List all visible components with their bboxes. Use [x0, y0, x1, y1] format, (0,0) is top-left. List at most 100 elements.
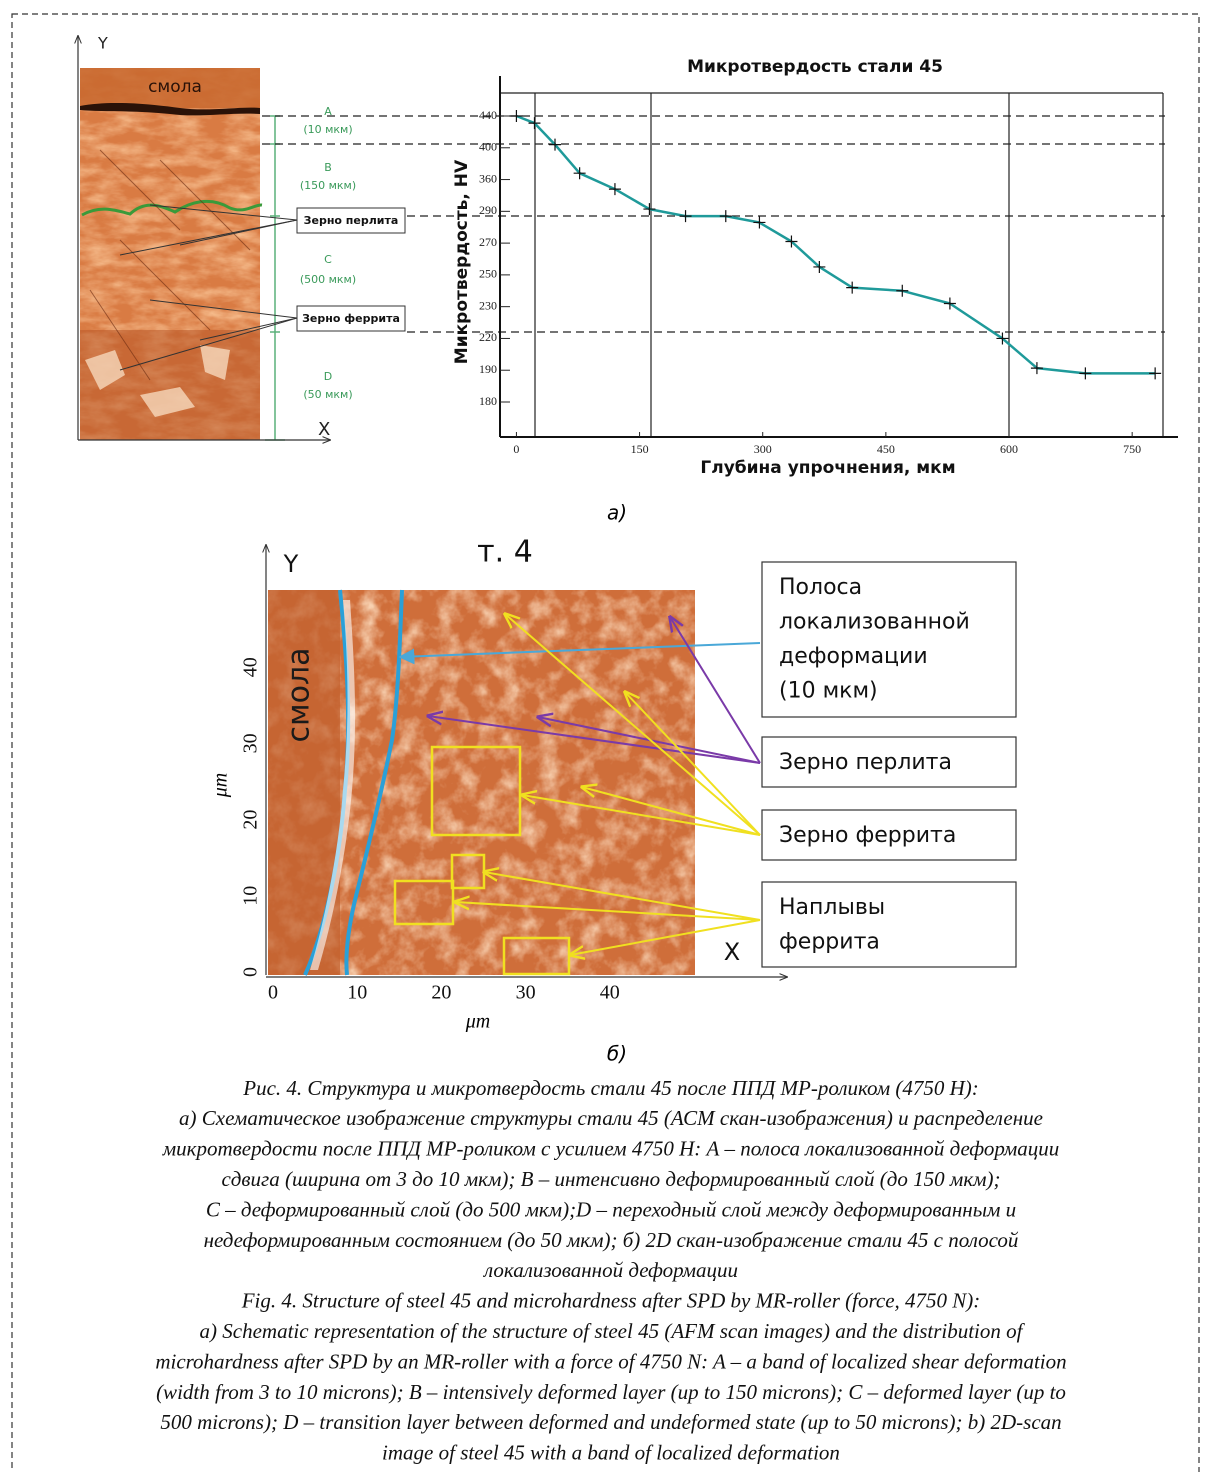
y-tick-label: 290 [479, 203, 497, 217]
caption-line: а) Схематическое изображение структуры с… [179, 1106, 1043, 1130]
x-axis-label: Глубина упрочнения, мкм [700, 458, 955, 478]
series-line [515, 114, 1156, 375]
point-marker [753, 216, 766, 229]
point-marker [1030, 362, 1043, 375]
x-tick-label: 20 [431, 982, 451, 1004]
point-marker [510, 110, 523, 122]
chart: Микротвердость стали 45 Глубина упрочнени… [452, 57, 1162, 478]
point-marker [943, 297, 956, 310]
y-tick-label: 30 [240, 733, 262, 753]
caption-line: локализованной деформации [483, 1258, 738, 1282]
x-tick-label: 30 [516, 982, 536, 1004]
callout-label: деформации [779, 644, 928, 669]
point-marker [785, 235, 798, 248]
x-tick-label: 0 [513, 442, 519, 456]
y-tick-label: 0 [240, 967, 262, 977]
caption-line: a) Schematic representation of the struc… [200, 1319, 1026, 1343]
point-marker [679, 210, 692, 223]
axis-letter: X [318, 419, 330, 440]
x-tick-label: 300 [754, 442, 772, 456]
x-tick-label: 10 [347, 982, 367, 1004]
callout-label: локализованной [779, 610, 970, 635]
caption-line: С – деформированный слой (до 500 мкм);D … [206, 1197, 1016, 1221]
y-tick-label: 400 [479, 140, 497, 154]
zone-guides [262, 115, 1165, 333]
point-marker [719, 210, 732, 223]
y-tick-label: 440 [479, 108, 497, 122]
axes-arrows [78, 36, 330, 440]
scan-title: т. 4 [477, 535, 533, 570]
axis-letter: Y [283, 550, 299, 578]
y-tick-label: 40 [240, 657, 262, 677]
caption-line: 500 microns); D – transition layer betwe… [160, 1410, 1061, 1434]
callout-label: Зерно перлита [779, 750, 952, 775]
y-tick-label: 220 [479, 330, 497, 344]
caption-line: Рис. 4. Структура и микротвердость стали… [242, 1076, 979, 1100]
y-tick-label: 360 [479, 171, 497, 185]
axis-letter: Y [97, 34, 108, 53]
callout-label: Полоса [779, 575, 862, 600]
zone-size: (50 мкм) [303, 388, 352, 401]
unit-label: μm [465, 1011, 490, 1033]
resin-label: смола [282, 647, 317, 742]
zone-size: (500 мкм) [300, 273, 356, 286]
callout-label: Зерно перлита [304, 214, 399, 227]
pointer-arrows [428, 614, 761, 955]
afm-scan [268, 589, 761, 976]
y-tick-label: 20 [240, 810, 262, 830]
point-marker [813, 260, 826, 273]
callout-box [296, 305, 406, 332]
x-tick-label: 0 [268, 982, 278, 1004]
unit-label: μm [210, 773, 232, 798]
callout-label: (10 мкм) [779, 679, 878, 704]
x-tick-label: 600 [1000, 442, 1018, 456]
chart-title: Микротвердость стали 45 [687, 57, 943, 77]
y-tick-label: 230 [479, 298, 497, 312]
scan-callout-boxes [761, 561, 1017, 968]
caption-line: недеформированным состоянием (до 50 мкм)… [204, 1228, 1019, 1252]
point-marker [608, 183, 621, 196]
point-marker [896, 284, 909, 297]
zone-letter: D [324, 370, 332, 383]
zone-letter: A [324, 105, 332, 118]
point-marker [846, 281, 859, 294]
y-axis-label: Микротвердость, HV [452, 159, 472, 364]
afm-schematic [80, 68, 263, 440]
callout-label: Зерно феррита [302, 312, 400, 325]
y-tick-label: 190 [479, 362, 497, 376]
callout-label: Наплывы [779, 895, 885, 920]
caption-line: (width from 3 to 10 microns); B – intens… [156, 1380, 1066, 1404]
frame [11, 13, 1200, 1472]
zone-letter: C [324, 253, 332, 266]
point-marker [573, 167, 586, 180]
callout-lines [119, 204, 298, 371]
callout-box [296, 207, 406, 234]
y-tick-label: 270 [479, 235, 497, 249]
callout-label: феррита [779, 930, 880, 955]
point-marker [996, 332, 1009, 345]
caption-line: microhardness after SPD by an MR-roller … [155, 1349, 1066, 1373]
y-tick-label: 250 [479, 267, 497, 281]
caption-line: image of steel 45 with a band of localiz… [382, 1441, 840, 1465]
point-marker [549, 138, 562, 151]
point-marker [1079, 367, 1092, 380]
zone-letter: B [324, 161, 332, 174]
y-tick-label: 10 [240, 886, 262, 906]
scan-axes [266, 545, 787, 977]
point-marker [528, 117, 541, 130]
caption-line: микротвердости после ППД МР-роликом с ус… [162, 1137, 1059, 1161]
resin-label: смола [148, 77, 202, 97]
point-marker [1149, 367, 1162, 380]
x-tick-label: 450 [877, 442, 895, 456]
caption-line: сдвига (ширина от 3 до 10 мкм); В – инте… [221, 1167, 1000, 1191]
zone-bracket [265, 115, 285, 441]
axis-letter: X [724, 938, 740, 966]
chart-frame [500, 92, 1164, 437]
panel-label: а) [607, 501, 627, 525]
zone-size: (10 мкм) [303, 123, 352, 136]
y-tick-label: 180 [479, 394, 497, 408]
zone-size: (150 мкм) [300, 179, 356, 192]
caption-line: Fig. 4. Structure of steel 45 and microh… [241, 1289, 981, 1313]
